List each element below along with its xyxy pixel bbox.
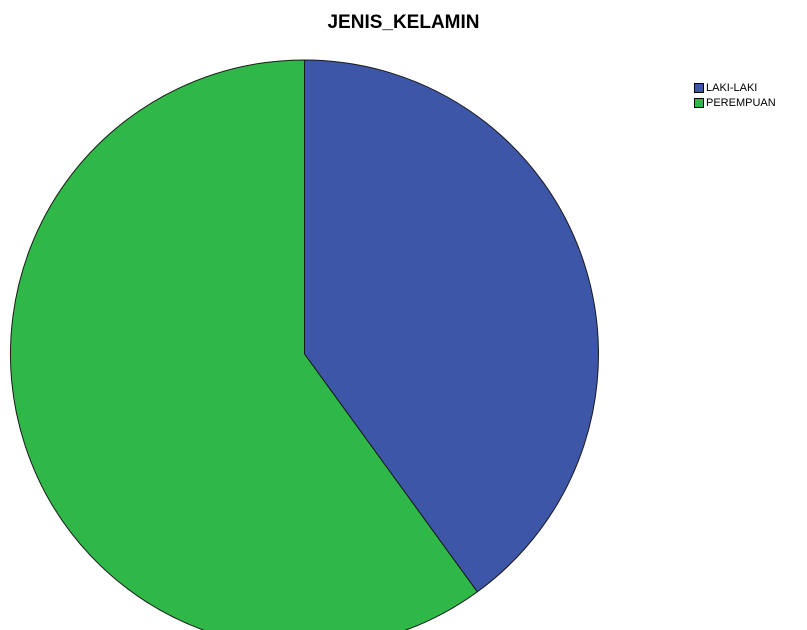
legend-item-laki-laki: LAKI-LAKI xyxy=(694,80,776,95)
legend-label: LAKI-LAKI xyxy=(706,81,758,94)
legend-item-perempuan: PEREMPUAN xyxy=(694,95,776,110)
legend-swatch xyxy=(694,97,704,108)
legend: LAKI-LAKI PEREMPUAN xyxy=(694,80,776,110)
chart-title: JENIS_KELAMIN xyxy=(327,12,480,33)
legend-swatch xyxy=(694,82,704,93)
pie-slice-laki-laki xyxy=(304,59,599,593)
legend-label: PEREMPUAN xyxy=(706,96,776,109)
pie-slice-perempuan xyxy=(10,59,478,630)
